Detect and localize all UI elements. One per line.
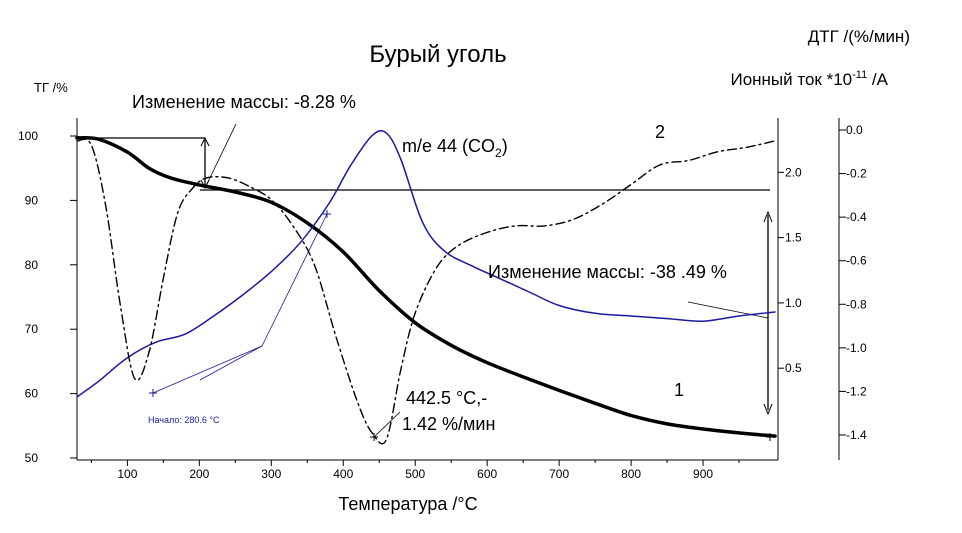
ion-axis-label-main: Ионный ток *10 <box>730 70 852 89</box>
mass-change-1-label: Изменение массы: -8.28 % <box>132 92 356 112</box>
ion-tick-label: 0.5 <box>785 361 802 375</box>
peak-label-line1: 442.5 °C,- <box>406 388 487 408</box>
co2-label-close: ) <box>502 136 508 156</box>
ion-tick-label: 2.0 <box>785 165 802 179</box>
tg-tick-label: 60 <box>25 387 39 401</box>
x-tick-label: 700 <box>549 467 569 481</box>
tg-end-marker <box>766 433 774 441</box>
tg-axis-label: ТГ /% <box>34 80 68 95</box>
dtg-tick-label: -0.2 <box>846 167 867 181</box>
mass-change-2-arrowheads <box>763 210 773 416</box>
curve-1-label: 1 <box>674 380 684 400</box>
dtg-peak-marker <box>370 433 378 441</box>
onset-marker <box>149 389 157 397</box>
series-dtg-line <box>76 138 776 445</box>
tg-tick-label: 80 <box>25 258 39 272</box>
x-tick-label: 900 <box>693 467 713 481</box>
mass-change-2-label: Изменение массы: -38 .49 % <box>488 262 727 282</box>
peak-leader <box>373 411 401 438</box>
co2-label-subscript: 2 <box>495 146 502 160</box>
curve-2-label: 2 <box>655 122 665 142</box>
chart-title: Бурый уголь <box>369 41 506 68</box>
guides-layer <box>80 123 773 438</box>
tangent-marker <box>323 210 331 218</box>
dtg-tick-label: -0.8 <box>846 297 867 311</box>
peak-label-line2: 1.42 %/мин <box>402 414 495 434</box>
tg-tick-label: 50 <box>25 451 39 465</box>
x-tick-label: 200 <box>189 467 209 481</box>
series-layer <box>75 130 777 445</box>
co2-label-main: m/e 44 (CO <box>402 136 495 156</box>
series-tg-line <box>75 136 777 438</box>
dtg-tick-label: -1.2 <box>846 384 867 398</box>
dtg-tick-label: -0.4 <box>846 210 867 224</box>
x-tick-label: 800 <box>621 467 641 481</box>
onset-label: Начало: 280.6 °C <box>148 415 220 425</box>
ion-axis-label: Ионный ток *10-11 /A <box>730 69 888 89</box>
dtg-tick-label: -0.6 <box>846 254 867 268</box>
ion-tick-label: 1.0 <box>785 296 802 310</box>
onset-leader <box>199 345 263 381</box>
ion-axis-label-unit: /A <box>867 70 888 89</box>
dtg-tick-label: 0.0 <box>846 123 863 137</box>
mass-change-2-leader <box>687 301 769 319</box>
tg-tick-label: 70 <box>25 322 39 336</box>
tg-tick-label: 90 <box>25 193 39 207</box>
series-ion-line <box>76 130 776 398</box>
x-tick-label: 400 <box>333 467 353 481</box>
co2-label: m/e 44 (CO2) <box>402 136 508 160</box>
dtg-tick-label: -1.4 <box>846 428 867 442</box>
x-tick-label: 600 <box>477 467 497 481</box>
x-axis-label: Температура /°C <box>338 494 477 514</box>
dtg-tick-label: -1.0 <box>846 341 867 355</box>
x-tick-label: 500 <box>405 467 425 481</box>
axes-layer: 100 200 300 400 500 600 700 800 900 100 90 80 70 60 50… <box>18 118 867 481</box>
dtg-axis-label: ДТГ /(%/мин) <box>808 27 910 46</box>
ion-axis-label-sup: -11 <box>852 69 867 81</box>
tg-tick-label: 100 <box>18 129 38 143</box>
ion-tick-label: 1.5 <box>785 231 802 245</box>
x-tick-label: 300 <box>261 467 281 481</box>
x-tick-label: 100 <box>117 467 137 481</box>
